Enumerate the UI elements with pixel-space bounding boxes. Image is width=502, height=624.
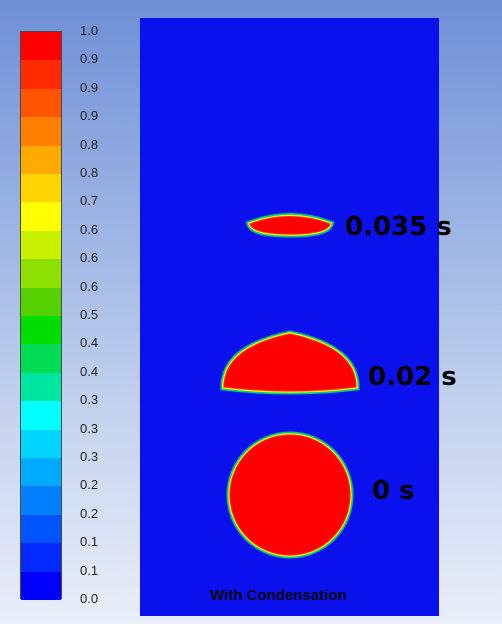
legend-tick-label: 0.9 <box>80 108 99 124</box>
legend-tick-label: 0.8 <box>80 136 99 152</box>
legend-swatch <box>21 202 61 232</box>
legend-swatch <box>21 571 61 601</box>
legend-swatch <box>21 486 61 516</box>
legend-swatch <box>21 316 61 345</box>
droplet-0.02s <box>220 330 360 395</box>
legend-tick-label: 0.6 <box>80 278 99 294</box>
color-legend-bar <box>20 31 62 601</box>
legend-tick-label: 0.5 <box>80 307 99 322</box>
legend-swatch <box>21 60 61 90</box>
legend-tick-label: 0.2 <box>80 505 99 521</box>
legend-swatch <box>21 88 61 118</box>
legend-tick-label: 0.4 <box>80 363 99 379</box>
legend-swatch <box>21 230 61 260</box>
legend-tick-label: 0.6 <box>80 221 99 237</box>
legend-swatch <box>21 543 61 573</box>
legend-swatch <box>21 259 61 289</box>
droplet-0.035s <box>245 213 335 238</box>
time-label-0.02s: 0.02 s <box>368 362 457 392</box>
legend-tick-label: 0.6 <box>80 250 99 266</box>
legend-swatch <box>21 514 61 544</box>
simulation-domain <box>140 18 439 616</box>
legend-swatch <box>21 372 61 402</box>
legend-tick-label: 0.1 <box>80 534 99 550</box>
legend-swatch <box>21 32 61 61</box>
legend-tick-label: 1.0 <box>80 23 99 38</box>
legend-tick-label: 0.3 <box>80 420 99 436</box>
legend-tick-label: 0.3 <box>80 392 99 408</box>
legend-swatch <box>21 429 61 459</box>
legend-tick-label: 0.9 <box>80 51 99 67</box>
legend-tick-label: 0.2 <box>80 477 99 493</box>
legend-swatch <box>21 117 61 147</box>
legend-swatch <box>21 344 61 374</box>
legend-tick-label: 0.1 <box>80 562 99 578</box>
legend-tick-label: 0.0 <box>80 591 99 606</box>
legend-swatch <box>21 458 61 487</box>
droplet-contours <box>220 213 360 559</box>
legend-tick-label: 0.7 <box>80 193 99 209</box>
legend-tick-label: 0.3 <box>80 449 99 464</box>
legend-swatch <box>21 287 61 317</box>
legend-tick-label: 0.8 <box>80 165 99 180</box>
legend-tick-label: 0.9 <box>80 79 99 95</box>
time-label-0s: 0 s <box>372 476 415 506</box>
caption-with-condensation: With Condensation <box>210 587 347 604</box>
droplet-0s <box>226 431 354 559</box>
legend-swatch <box>21 145 61 175</box>
legend-tick-label: 0.4 <box>80 335 99 351</box>
time-label-0.035s: 0.035 s <box>345 212 452 242</box>
legend-swatch <box>21 401 61 431</box>
legend-swatch <box>21 174 61 203</box>
